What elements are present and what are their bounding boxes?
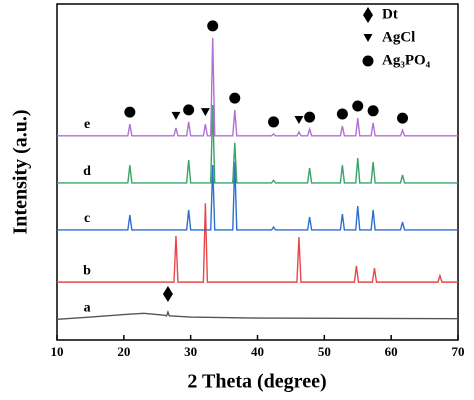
x-tick-label: 20	[117, 344, 130, 359]
series-label: e	[84, 117, 90, 132]
series-line	[57, 104, 458, 184]
phase-marker	[352, 100, 364, 112]
phase-marker	[183, 104, 195, 116]
phase-marker	[367, 105, 379, 117]
phase-marker	[397, 112, 409, 124]
phase-marker	[268, 116, 280, 128]
phase-marker	[336, 108, 348, 120]
legend-label: Ag₃PO₄	[382, 52, 431, 68]
phase-marker	[162, 286, 173, 303]
legend-label: Dt	[382, 6, 398, 22]
series-line	[57, 203, 458, 283]
legend-symbol	[362, 55, 374, 67]
phase-marker	[207, 20, 219, 32]
x-axis-label: 2 Theta (degree)	[187, 371, 326, 393]
series-line	[57, 161, 458, 231]
phase-marker	[229, 92, 241, 104]
series-label: a	[84, 301, 91, 316]
x-tick-label: 10	[51, 344, 64, 359]
x-tick-label: 60	[385, 344, 398, 359]
phase-marker	[171, 111, 181, 120]
series-line	[57, 37, 458, 137]
series-label: b	[83, 263, 91, 278]
phase-marker	[124, 106, 136, 118]
y-axis-label: Intensity (a.u.)	[10, 109, 32, 234]
legend-label: AgCl	[382, 29, 415, 45]
x-tick-label: 70	[452, 344, 465, 359]
legend-symbol	[363, 34, 373, 42]
series-line	[56, 309, 459, 321]
phase-marker	[294, 116, 304, 125]
phase-marker	[200, 108, 210, 117]
x-tick-label: 50	[318, 344, 331, 359]
series-label: d	[83, 164, 91, 179]
x-tick-label: 40	[251, 344, 264, 359]
series-label: c	[84, 211, 90, 226]
legend-symbol	[363, 7, 373, 23]
phase-marker	[304, 111, 316, 123]
x-tick-label: 30	[184, 344, 197, 359]
